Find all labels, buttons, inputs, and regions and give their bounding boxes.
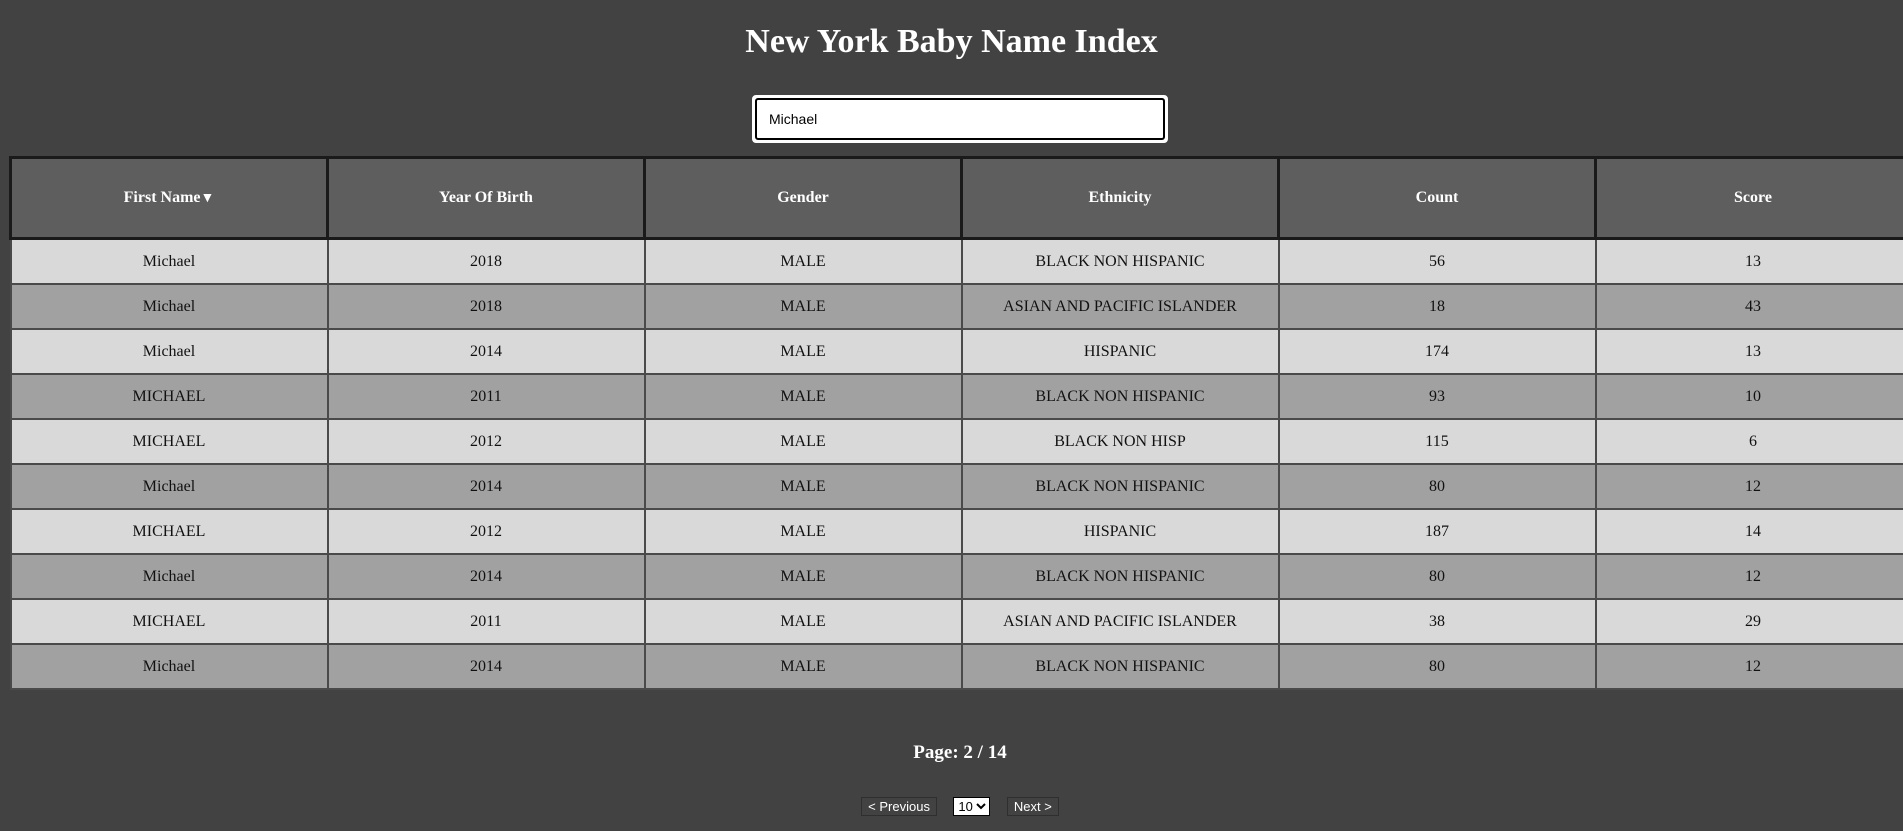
column-header-label: Gender	[777, 189, 829, 206]
cell-gender: MALE	[645, 239, 962, 285]
page-title: New York Baby Name Index	[0, 22, 1903, 62]
pagination-controls: < Previous 10 Next >	[0, 797, 1903, 816]
cell-ethnicity: ASIAN AND PACIFIC ISLANDER	[962, 284, 1279, 329]
column-header-score[interactable]: Score	[1596, 158, 1903, 239]
cell-gender: MALE	[645, 644, 962, 689]
cell-year-of-birth: 2018	[328, 284, 645, 329]
cell-score: 14	[1596, 509, 1903, 554]
table-row: MICHAEL 2011 MALE ASIAN AND PACIFIC ISLANDE…	[11, 599, 1903, 644]
cell-ethnicity: BLACK NON HISPANIC	[962, 239, 1279, 285]
next-page-button[interactable]: Next >	[1007, 797, 1059, 816]
column-header-year-of-birth[interactable]: Year Of Birth	[328, 158, 645, 239]
cell-score: 12	[1596, 644, 1903, 689]
cell-first-name: Michael	[11, 554, 328, 599]
table-row: Michael 2018 MALE ASIAN AND PACIFIC ISLANDE…	[11, 284, 1903, 329]
cell-score: 10	[1596, 374, 1903, 419]
cell-count: 38	[1279, 599, 1596, 644]
cell-count: 80	[1279, 464, 1596, 509]
cell-first-name: Michael	[11, 284, 328, 329]
cell-gender: MALE	[645, 554, 962, 599]
column-header-label: First Name	[124, 189, 201, 206]
cell-score: 12	[1596, 554, 1903, 599]
cell-first-name: MICHAEL	[11, 374, 328, 419]
cell-year-of-birth: 2014	[328, 464, 645, 509]
cell-score: 12	[1596, 464, 1903, 509]
cell-count: 18	[1279, 284, 1596, 329]
search-box	[752, 95, 1168, 143]
cell-ethnicity: HISPANIC	[962, 509, 1279, 554]
cell-score: 43	[1596, 284, 1903, 329]
column-header-label: Count	[1416, 189, 1459, 206]
table-row: Michael 2014 MALE BLACK NON HISPANIC 80 12	[11, 554, 1903, 599]
column-header-first-name[interactable]: First Name▼	[11, 158, 328, 239]
cell-year-of-birth: 2012	[328, 509, 645, 554]
cell-year-of-birth: 2014	[328, 644, 645, 689]
table-row: Michael 2014 MALE BLACK NON HISPANIC 80 12	[11, 644, 1903, 689]
cell-gender: MALE	[645, 599, 962, 644]
results-table: First Name▼ Year Of Birth Gender Ethnici…	[9, 156, 1903, 690]
cell-count: 93	[1279, 374, 1596, 419]
table-row: MICHAEL 2012 MALE HISPANIC 187 14	[11, 509, 1903, 554]
cell-first-name: Michael	[11, 329, 328, 374]
cell-year-of-birth: 2014	[328, 329, 645, 374]
cell-ethnicity: BLACK NON HISPANIC	[962, 554, 1279, 599]
cell-first-name: MICHAEL	[11, 509, 328, 554]
cell-count: 174	[1279, 329, 1596, 374]
sort-descending-icon: ▼	[201, 191, 215, 206]
cell-score: 29	[1596, 599, 1903, 644]
cell-score: 13	[1596, 329, 1903, 374]
cell-first-name: MICHAEL	[11, 599, 328, 644]
cell-gender: MALE	[645, 419, 962, 464]
cell-first-name: Michael	[11, 644, 328, 689]
cell-count: 187	[1279, 509, 1596, 554]
previous-page-button[interactable]: < Previous	[861, 797, 937, 816]
column-header-count[interactable]: Count	[1279, 158, 1596, 239]
cell-score: 6	[1596, 419, 1903, 464]
table-body: Michael 2018 MALE BLACK NON HISPANIC 56 13 Mic…	[11, 239, 1903, 690]
cell-gender: MALE	[645, 464, 962, 509]
cell-ethnicity: BLACK NON HISP	[962, 419, 1279, 464]
table-row: MICHAEL 2012 MALE BLACK NON HISP 115 6	[11, 419, 1903, 464]
cell-first-name: MICHAEL	[11, 419, 328, 464]
cell-gender: MALE	[645, 284, 962, 329]
cell-gender: MALE	[645, 374, 962, 419]
table-row: Michael 2018 MALE BLACK NON HISPANIC 56 13	[11, 239, 1903, 285]
cell-count: 80	[1279, 644, 1596, 689]
cell-first-name: Michael	[11, 464, 328, 509]
cell-first-name: Michael	[11, 239, 328, 285]
page-indicator: Page: 2 / 14	[0, 742, 1903, 764]
cell-year-of-birth: 2012	[328, 419, 645, 464]
search-input[interactable]	[755, 98, 1165, 140]
cell-year-of-birth: 2011	[328, 599, 645, 644]
cell-year-of-birth: 2014	[328, 554, 645, 599]
column-header-gender[interactable]: Gender	[645, 158, 962, 239]
page-size-select[interactable]: 10	[953, 797, 990, 816]
cell-year-of-birth: 2018	[328, 239, 645, 285]
cell-ethnicity: BLACK NON HISPANIC	[962, 464, 1279, 509]
table-row: MICHAEL 2011 MALE BLACK NON HISPANIC 93 10	[11, 374, 1903, 419]
column-header-ethnicity[interactable]: Ethnicity	[962, 158, 1279, 239]
table-row: Michael 2014 MALE BLACK NON HISPANIC 80 12	[11, 464, 1903, 509]
cell-score: 13	[1596, 239, 1903, 285]
column-header-label: Ethnicity	[1088, 189, 1151, 206]
column-header-label: Score	[1734, 189, 1772, 206]
table-row: Michael 2014 MALE HISPANIC 174 13	[11, 329, 1903, 374]
cell-count: 56	[1279, 239, 1596, 285]
cell-year-of-birth: 2011	[328, 374, 645, 419]
cell-count: 115	[1279, 419, 1596, 464]
table-header-row: First Name▼ Year Of Birth Gender Ethnici…	[11, 158, 1903, 239]
cell-ethnicity: BLACK NON HISPANIC	[962, 644, 1279, 689]
cell-gender: MALE	[645, 329, 962, 374]
cell-count: 80	[1279, 554, 1596, 599]
cell-ethnicity: HISPANIC	[962, 329, 1279, 374]
cell-ethnicity: BLACK NON HISPANIC	[962, 374, 1279, 419]
cell-ethnicity: ASIAN AND PACIFIC ISLANDER	[962, 599, 1279, 644]
cell-gender: MALE	[645, 509, 962, 554]
column-header-label: Year Of Birth	[439, 189, 533, 206]
